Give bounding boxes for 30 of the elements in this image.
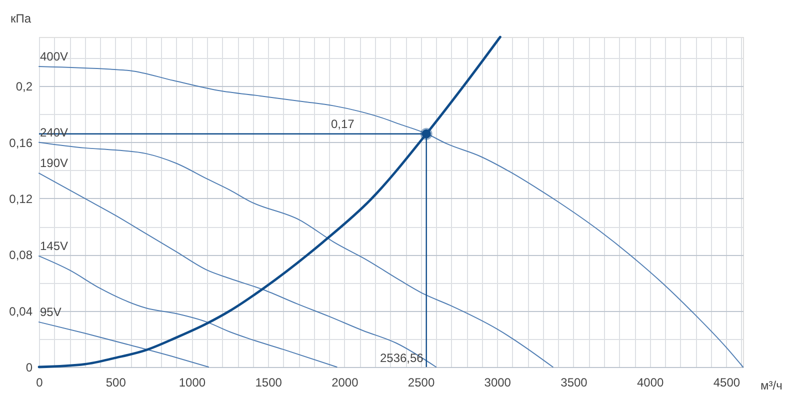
series-label: 145V bbox=[40, 239, 68, 254]
line-series bbox=[38, 256, 338, 368]
x-tick-label: 4500 bbox=[713, 376, 740, 390]
line-series bbox=[38, 142, 554, 368]
line-series bbox=[38, 66, 744, 368]
y-tick-label: 0,04 bbox=[9, 304, 33, 318]
series-label: 95V bbox=[40, 305, 62, 320]
y-tick-label: 0,08 bbox=[9, 248, 33, 262]
y-tick-label: 0 bbox=[26, 360, 33, 374]
x-axis-title: м³/ч bbox=[760, 378, 782, 392]
x-tick-label: 1500 bbox=[255, 376, 282, 390]
line-series bbox=[38, 36, 502, 368]
x-tick-label: 4000 bbox=[636, 376, 664, 390]
series-label: 400V bbox=[40, 49, 68, 64]
line-series bbox=[38, 172, 437, 368]
y-tick-label: 0,12 bbox=[9, 192, 33, 206]
ref-line-label: 0,17 bbox=[331, 116, 355, 131]
x-tick-label: 3000 bbox=[484, 376, 512, 390]
x-tick-label: 1000 bbox=[178, 376, 206, 390]
series-label: 190V bbox=[40, 156, 68, 170]
x-tick-label: 3500 bbox=[560, 376, 588, 390]
x-tick-label: 0 bbox=[36, 376, 44, 390]
x-tick-label: 500 bbox=[106, 376, 126, 390]
line-series bbox=[38, 322, 210, 368]
x-tick-label: 2000 bbox=[332, 376, 359, 390]
y-tick-label: 0,16 bbox=[9, 136, 33, 150]
y-tick-label: 0,2 bbox=[16, 80, 33, 94]
y-axis-title: кПа bbox=[10, 12, 32, 26]
x-tick-label: 2500 bbox=[408, 376, 435, 390]
ref-line-label: 2536,56 bbox=[380, 351, 424, 365]
